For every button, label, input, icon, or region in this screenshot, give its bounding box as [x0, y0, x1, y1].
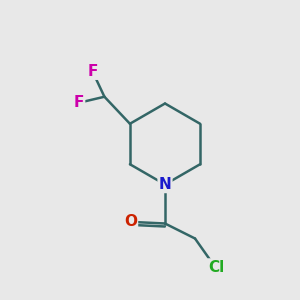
- Text: Cl: Cl: [208, 260, 224, 274]
- Text: F: F: [74, 95, 84, 110]
- Text: N: N: [159, 177, 171, 192]
- Text: O: O: [124, 214, 137, 230]
- Text: F: F: [87, 64, 98, 79]
